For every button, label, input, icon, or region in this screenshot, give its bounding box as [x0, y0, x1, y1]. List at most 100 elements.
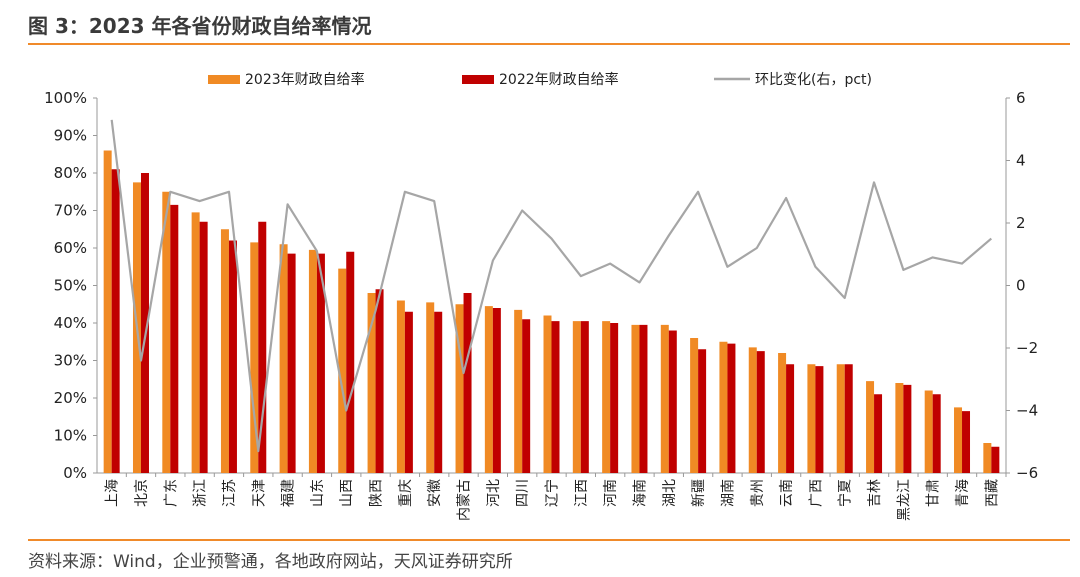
legend-label-change: 环比变化(右，pct) — [755, 72, 872, 88]
bar-2022 — [727, 343, 736, 473]
x-tick-label: 江苏 — [222, 479, 238, 507]
bar-2023 — [924, 390, 933, 473]
right-tick-label: 6 — [1016, 89, 1026, 107]
bar-2023 — [191, 212, 200, 473]
x-tick-label: 福建 — [281, 479, 297, 507]
left-tick-label: 80% — [54, 164, 87, 182]
bar-2022 — [375, 289, 384, 473]
x-tick-label: 青海 — [955, 479, 971, 507]
bar-2023 — [484, 306, 493, 473]
bar-2023 — [631, 324, 640, 473]
bar-2022 — [551, 321, 560, 473]
bar-2023 — [690, 338, 699, 473]
x-tick-label: 内蒙古 — [457, 479, 473, 521]
page-title: 图 3：2023 年各省份财政自给率情况 — [28, 14, 372, 38]
bar-2022 — [228, 240, 237, 473]
bar-2023 — [748, 347, 757, 473]
bar-2023 — [103, 150, 112, 473]
axes: 0% 10% 20% 30% 40% 50% 60% 70% 80% 90% 100% −6 −4 −2 0… — [44, 89, 1038, 482]
bar-2022 — [580, 321, 589, 473]
left-tick-label: 40% — [54, 314, 87, 332]
bar-2022 — [199, 221, 208, 473]
left-tick-label: 10% — [54, 427, 87, 445]
right-tick-label: −2 — [1016, 339, 1038, 357]
left-tick-label: 60% — [54, 239, 87, 257]
x-tick-label: 山东 — [310, 479, 326, 507]
right-tick-label: −6 — [1016, 464, 1038, 482]
x-tick-label: 河南 — [603, 479, 619, 507]
bar-2023 — [572, 321, 581, 473]
bar-2023 — [426, 302, 435, 473]
bottom-divider — [28, 539, 1070, 541]
x-tick-label: 海南 — [632, 479, 648, 507]
x-tick-label: 安徽 — [427, 479, 443, 507]
right-tick-label: 0 — [1016, 277, 1026, 295]
bar-2023 — [455, 304, 464, 473]
bar-2023 — [866, 381, 875, 473]
bar-2022 — [316, 253, 325, 473]
source-note: 资料来源：Wind，企业预警通，各地政府网站，天风证券研究所 — [28, 552, 513, 572]
right-tick-label: −4 — [1016, 402, 1038, 420]
left-tick-label: 20% — [54, 389, 87, 407]
x-tick-label: 天津 — [251, 479, 267, 507]
x-tick-label: 四川 — [515, 479, 531, 507]
top-divider — [28, 43, 1070, 45]
bar-2023 — [719, 341, 728, 473]
bar-2022 — [932, 394, 941, 473]
bar-2023 — [895, 383, 904, 473]
bar-2022 — [170, 204, 179, 473]
bar-2023 — [308, 249, 317, 473]
x-tick-label: 吉林 — [867, 479, 883, 507]
bar-2022 — [874, 394, 883, 473]
bar-2023 — [983, 443, 992, 473]
legend-swatch-2022 — [462, 75, 494, 84]
bar-2023 — [162, 191, 171, 473]
bar-2023 — [338, 268, 347, 473]
bar-2022 — [668, 330, 677, 473]
bar-2022 — [786, 364, 795, 473]
bar-2022 — [698, 349, 707, 473]
chart: 2023年财政自给率 2022年财政自给率 环比变化(右，pct) 0% 10% 2… — [44, 71, 1038, 521]
legend-label-2023: 2023年财政自给率 — [245, 71, 365, 88]
bar-2023 — [836, 364, 845, 473]
bar-2023 — [954, 407, 963, 473]
bar-2023 — [250, 242, 259, 473]
x-tick-label: 广西 — [808, 479, 824, 507]
bar-2022 — [434, 311, 443, 473]
x-tick-label: 甘肃 — [926, 479, 942, 507]
x-tick-label: 广东 — [163, 479, 179, 507]
left-tick-label: 100% — [44, 89, 87, 107]
bar-2023 — [778, 353, 787, 473]
left-tick-label: 30% — [54, 352, 87, 370]
x-tick-labels: 上海 北京 广东 浙江 江苏 天津 福建 山东 山西 陕西 重庆 安徽 内蒙古 河北 四川 辽宁 江西 河南 海南湖… — [105, 479, 1001, 521]
bar-2022 — [639, 324, 648, 473]
bar-2023 — [660, 324, 669, 473]
bar-2022 — [815, 366, 824, 473]
legend: 2023年财政自给率 2022年财政自给率 环比变化(右，pct) — [208, 71, 872, 88]
x-tick-label: 浙江 — [193, 479, 209, 507]
bar-2022 — [258, 221, 267, 473]
right-tick-label: 2 — [1016, 214, 1026, 232]
bar-2022 — [991, 446, 1000, 473]
bars — [103, 150, 1000, 473]
bar-2022 — [492, 308, 501, 473]
x-tick-label: 江西 — [574, 479, 590, 507]
bar-2022 — [463, 293, 472, 473]
bar-2022 — [111, 169, 120, 473]
bar-2023 — [367, 293, 376, 473]
bar-2022 — [346, 251, 355, 473]
left-tick-label: 0% — [63, 464, 87, 482]
left-tick-label: 90% — [54, 127, 87, 145]
bar-2023 — [807, 364, 816, 473]
right-tick-label: 4 — [1016, 152, 1026, 170]
x-tick-label: 河北 — [486, 479, 502, 507]
x-tick-label: 北京 — [134, 479, 150, 507]
x-tick-label: 陕西 — [369, 479, 385, 507]
bar-2022 — [404, 311, 413, 473]
legend-label-2022: 2022年财政自给率 — [499, 71, 619, 88]
bar-2023 — [602, 321, 611, 473]
bar-2022 — [962, 411, 971, 473]
bar-2023 — [220, 229, 229, 473]
bar-2022 — [844, 364, 853, 473]
bar-2022 — [610, 323, 619, 473]
